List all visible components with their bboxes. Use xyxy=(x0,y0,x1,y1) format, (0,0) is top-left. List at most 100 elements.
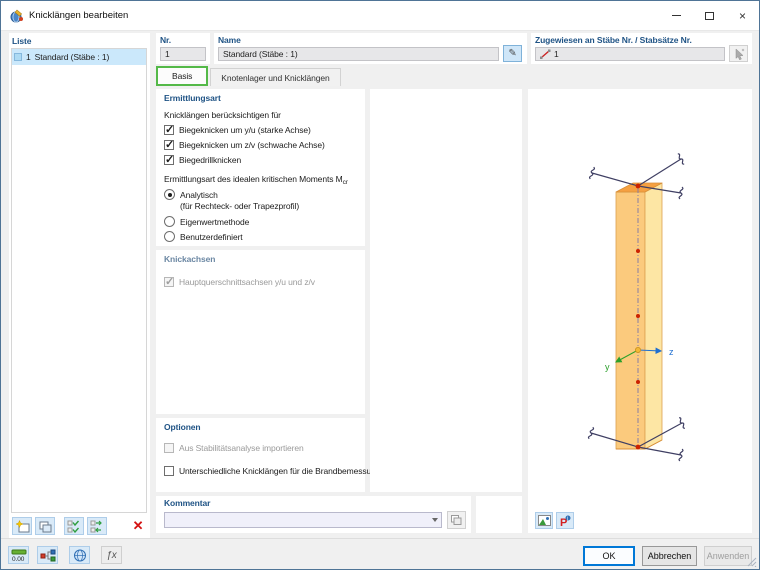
delete-icon: ✕ xyxy=(132,518,144,533)
ok-button[interactable]: OK xyxy=(583,546,635,566)
checkbox-icon[interactable] xyxy=(164,466,174,476)
checkbox-brandbemessung[interactable]: Unterschiedliche Knicklängen für die Bra… xyxy=(164,466,380,476)
invert-selection-icon xyxy=(90,520,102,532)
section-knickachsen: Knickachsen Hauptquerschnittsachsen y/u … xyxy=(156,250,365,414)
small-spacer-panel xyxy=(476,496,522,533)
section-kommentar: Kommentar xyxy=(156,496,471,533)
new-entry-button[interactable] xyxy=(12,517,32,535)
checkbox-label: Biegeknicken um z/v (schwache Achse) xyxy=(179,140,325,150)
comment-copy-button[interactable] xyxy=(447,511,466,529)
copy-comment-icon xyxy=(451,515,462,525)
checkbox-label: Unterschiedliche Knicklängen für die Bra… xyxy=(179,466,381,476)
tab-basis-label: Basis xyxy=(172,71,193,81)
check-all-icon xyxy=(67,520,80,533)
close-button[interactable]: × xyxy=(739,8,746,23)
radio-icon[interactable] xyxy=(164,189,175,200)
radio-analytisch-sublabel: (für Rechteck- oder Trapezprofil) xyxy=(180,201,300,211)
tab-knotenlager[interactable]: Knotenlager und Knicklängen xyxy=(210,68,341,86)
nr-label: Nr. xyxy=(160,35,172,45)
mcr-subscript: cr xyxy=(342,179,348,186)
render-settings-button[interactable] xyxy=(535,512,553,529)
member-icon xyxy=(540,49,551,59)
graphic-icon xyxy=(537,515,551,526)
effective-length-list[interactable]: 1 Standard (Stäbe : 1) xyxy=(11,48,147,513)
radio-label: Analytisch xyxy=(180,189,218,200)
checkbox-biegeknicken-yu[interactable]: Biegeknicken um y/u (starke Achse) xyxy=(164,123,311,136)
maximize-button[interactable] xyxy=(693,1,726,30)
assigned-field: 1 xyxy=(535,47,725,61)
info-p-icon: P i xyxy=(560,515,571,527)
axis-y-label: y xyxy=(605,362,610,372)
decimal-places-icon: 0.00 xyxy=(11,549,26,562)
radio-icon[interactable] xyxy=(164,231,175,242)
assigned-value: 1 xyxy=(554,49,559,59)
list-header: Liste xyxy=(12,36,32,46)
rename-button[interactable]: ✎ xyxy=(503,45,522,62)
support-springs xyxy=(587,153,685,462)
title-bar: Knicklängen bearbeiten × xyxy=(1,1,759,31)
resize-grip[interactable] xyxy=(747,557,757,567)
select-all-button[interactable] xyxy=(64,517,84,535)
member-nodes xyxy=(635,183,641,450)
name-value: Standard (Stäbe : 1) xyxy=(223,49,298,59)
section-ermittlungsart: Ermittlungsart Knicklängen berücksichtig… xyxy=(156,89,365,246)
new-entry-icon xyxy=(14,519,29,532)
dialog-toolbar: 0.00 ƒx xyxy=(8,546,125,564)
comment-combobox[interactable] xyxy=(164,512,442,528)
radio-label: Eigenwertmethode xyxy=(180,216,250,227)
chevron-down-icon xyxy=(432,518,438,522)
cursor-arrow-icon xyxy=(735,47,744,60)
apply-button: Anwenden xyxy=(704,546,752,566)
checkbox-biegedrillknicken[interactable]: Biegedrillknicken xyxy=(164,153,241,166)
checkbox-icon xyxy=(164,443,174,453)
cancel-button[interactable]: Abbrechen xyxy=(642,546,697,566)
list-item[interactable]: 1 Standard (Stäbe : 1) xyxy=(12,49,146,65)
select-members-button[interactable] xyxy=(729,45,748,62)
info-button[interactable]: P i xyxy=(556,512,574,529)
list-panel: Liste 1 Standard (Stäbe : 1) xyxy=(9,33,150,538)
invert-selection-button[interactable] xyxy=(87,517,107,535)
copy-entry-icon xyxy=(39,521,51,532)
axis-z-label: z xyxy=(669,347,674,357)
tab-basis[interactable]: Basis xyxy=(156,66,209,86)
viewer-toolbar: P i xyxy=(535,512,577,529)
fx-icon: ƒx xyxy=(106,549,117,561)
help-button[interactable] xyxy=(69,546,90,564)
checkbox-label: Biegeknicken um y/u (starke Achse) xyxy=(179,125,311,135)
optionen-header: Optionen xyxy=(164,422,201,432)
decimal-places-button[interactable]: 0.00 xyxy=(8,546,29,564)
radio-icon[interactable] xyxy=(164,216,175,227)
checkbox-biegeknicken-zv[interactable]: Biegeknicken um z/v (schwache Achse) xyxy=(164,138,325,151)
tab-bar: Basis Knotenlager und Knicklängen xyxy=(156,65,341,86)
help-globe-icon xyxy=(73,549,86,561)
list-toolbar: ✕ xyxy=(12,517,151,535)
viewer-panel[interactable]: y z P i xyxy=(528,89,752,533)
minimize-button[interactable] xyxy=(660,1,693,30)
name-label: Name xyxy=(218,35,241,45)
app-icon xyxy=(10,9,23,23)
assigned-group: Zugewiesen an Stäbe Nr. / Stabsätze Nr. … xyxy=(531,33,752,64)
kommentar-header: Kommentar xyxy=(164,498,211,508)
section-optionen: Optionen Aus Stabilitätsanalyse importie… xyxy=(156,418,380,492)
delete-entry-button[interactable]: ✕ xyxy=(128,517,148,535)
member-3d-view[interactable]: y z xyxy=(528,89,751,533)
formula-button[interactable]: ƒx xyxy=(101,546,122,564)
checkbox-icon[interactable] xyxy=(164,153,174,166)
units-settings-button[interactable] xyxy=(37,546,58,564)
checkbox-icon[interactable] xyxy=(164,123,174,136)
consider-label: Knicklängen berücksichtigen für xyxy=(164,110,281,120)
nr-group: Nr. 1 xyxy=(156,33,210,64)
list-item-label: Standard (Stäbe : 1) xyxy=(34,52,110,62)
copy-entry-button[interactable] xyxy=(35,517,55,535)
radio-analytisch[interactable]: Analytisch xyxy=(164,189,218,200)
radio-eigenwertmethode[interactable]: Eigenwertmethode xyxy=(164,216,249,227)
radio-benutzerdefiniert[interactable]: Benutzerdefiniert xyxy=(164,231,243,242)
svg-text:P: P xyxy=(560,517,567,527)
column-3d xyxy=(615,182,663,450)
checkbox-stabilitaetsanalyse: Aus Stabilitätsanalyse importieren xyxy=(164,443,304,453)
svg-text:0.00: 0.00 xyxy=(12,556,25,562)
checkbox-icon xyxy=(164,275,174,288)
checkbox-icon[interactable] xyxy=(164,138,174,151)
window-title: Knicklängen bearbeiten xyxy=(29,10,129,21)
